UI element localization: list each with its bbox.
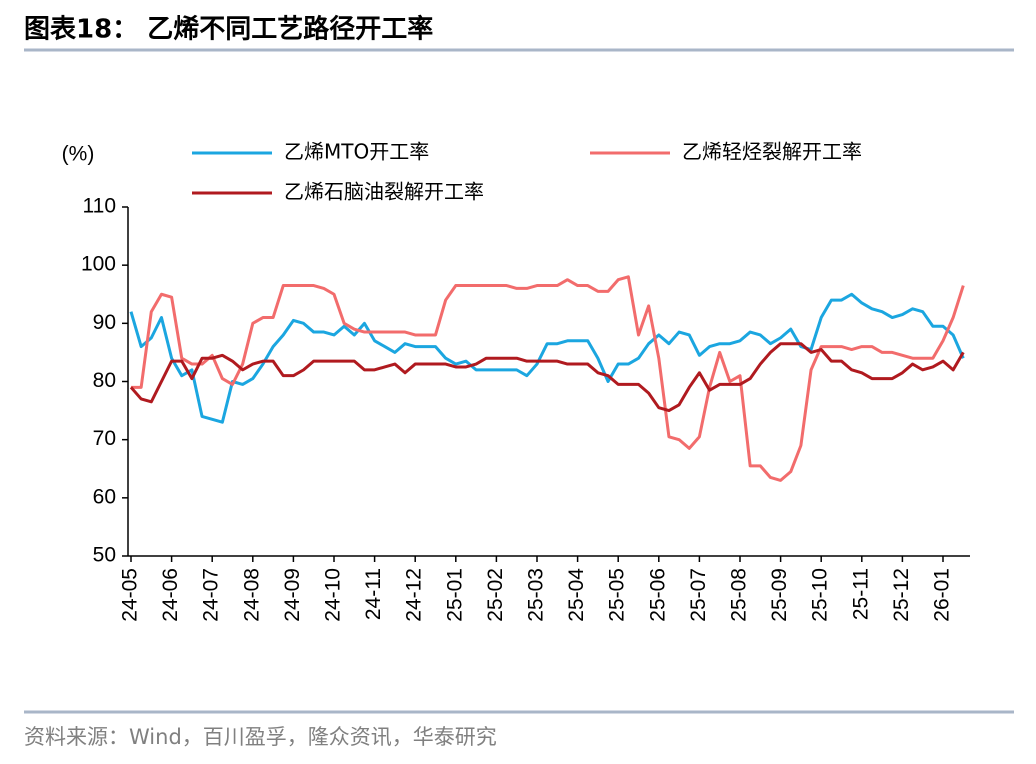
x-tick-label: 25-10 [809,568,832,622]
x-tick-label: 25-03 [525,568,548,622]
x-tick-label: 24-07 [200,568,223,622]
x-tick-label: 24-11 [362,568,385,620]
x-tick-label: 24-09 [281,568,304,622]
x-tick-label: 25-07 [687,568,710,622]
x-tick-label: 24-10 [322,568,345,622]
y-tick-label: 50 [93,544,116,567]
x-tick-label: 24-05 [119,568,142,622]
y-tick-label: 110 [83,195,116,218]
x-tick-label: 25-09 [768,568,791,622]
legend-label: 乙烯轻烃裂解开工率 [682,140,862,164]
x-tick-label: 24-12 [403,568,426,622]
x-tick-label: 25-11 [849,568,872,620]
y-tick-label: 80 [93,369,116,392]
x-tick-label: 25-02 [484,568,507,622]
series-line [129,292,965,424]
y-tick-label: 100 [81,253,116,276]
x-tick-label: 24-06 [159,568,182,622]
legend-label: 乙烯MTO开工率 [284,140,429,164]
y-axis-label: (%) [62,143,95,166]
x-tick-label: 26-01 [931,568,954,622]
x-tick-label: 25-06 [646,568,669,622]
y-tick-label: 90 [93,311,116,334]
source-note: 资料来源：Wind，百川盈孚，隆众资讯，华泰研究 [24,725,497,749]
x-tick-label: 25-08 [728,568,751,622]
chart-title: 图表18： 乙烯不同工艺路径开工率 [24,14,433,45]
x-tick-label: 25-04 [565,568,588,622]
series-line [129,342,965,413]
series-line [131,275,965,482]
y-tick-label: 60 [93,485,116,508]
x-tick-label: 25-01 [443,568,466,622]
x-tick-label: 25-12 [890,568,913,622]
y-tick-label: 70 [93,427,116,450]
legend-label: 乙烯石脑油裂解开工率 [284,180,484,204]
x-tick-label: 24-08 [240,568,263,622]
x-tick-label: 25-05 [606,568,629,622]
